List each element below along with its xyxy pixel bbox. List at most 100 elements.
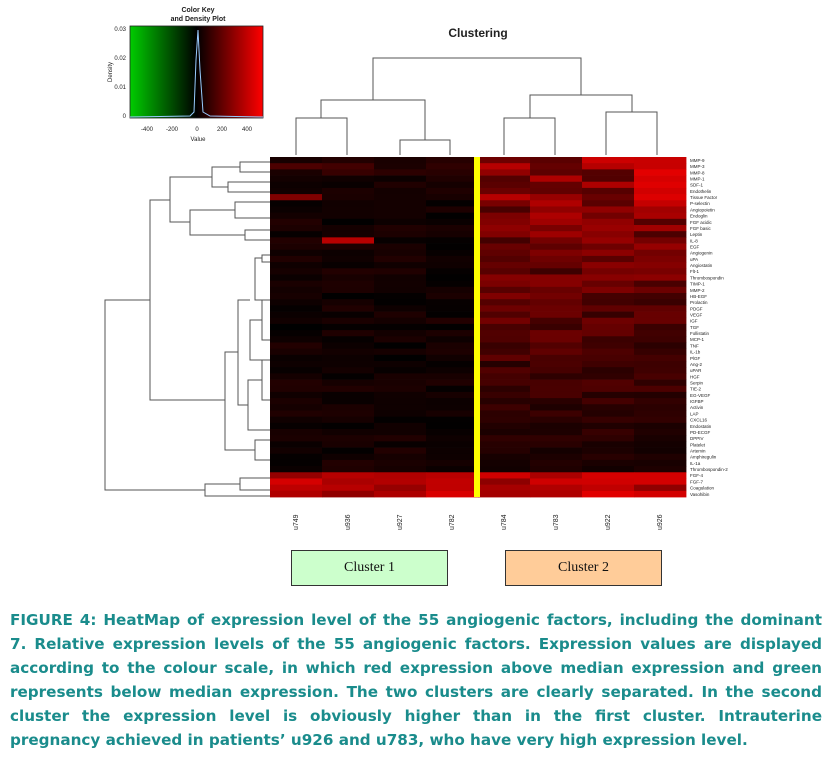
heatmap-cell [374, 249, 427, 257]
heatmap-cell [374, 435, 427, 442]
heatmap-cell [270, 163, 323, 170]
row-label: TGF [690, 325, 699, 330]
heatmap-cell [582, 348, 635, 356]
heatmap-cell [582, 330, 635, 337]
heatmap-cell [530, 348, 583, 356]
heatmap-cell [478, 181, 531, 189]
row-label: Coagulation [690, 486, 715, 491]
row-label: Amphiregulin [690, 455, 717, 460]
heatmap-cell [530, 459, 583, 467]
heatmap-cell [634, 441, 687, 448]
heatmap-cell [270, 459, 323, 467]
heatmap-cell [478, 194, 531, 201]
heatmap-cell [478, 175, 531, 183]
heatmap-cell [582, 169, 635, 176]
heatmap-cell [374, 348, 427, 356]
heatmap-cell [478, 169, 531, 176]
row-label: Follistatin [690, 331, 710, 336]
heatmap-cell [634, 311, 687, 319]
heatmap-cell [582, 459, 635, 467]
heatmap-cell [426, 354, 479, 362]
heatmap-cell [374, 225, 427, 232]
heatmap-cell [374, 478, 427, 486]
column-label: u926 [657, 514, 664, 530]
heatmap-cell [478, 472, 531, 479]
heatmap-cell [322, 262, 375, 269]
heatmap-cell [582, 200, 635, 207]
heatmap-cell [478, 206, 531, 214]
heatmap-cell [270, 441, 323, 448]
heatmap-cell [530, 157, 583, 164]
row-label: Angiopoietin [690, 207, 715, 212]
heatmap-cell [374, 194, 427, 201]
row-label: TNF [690, 343, 699, 348]
heatmap-cell [426, 206, 479, 214]
heatmap-cell [634, 243, 687, 251]
row-label: PD-ECGF [690, 430, 711, 435]
heatmap-cell [374, 410, 427, 418]
heatmap-cell [322, 373, 375, 380]
heatmap-cell [270, 429, 323, 436]
heatmap-cell [530, 200, 583, 207]
heatmap-cell [582, 354, 635, 362]
row-label: PDGF [690, 306, 703, 311]
heatmap-cell [374, 391, 427, 399]
heatmap-cell [582, 225, 635, 232]
heatmap-cell [270, 157, 323, 164]
row-label: Platelet [690, 442, 706, 447]
heatmap-cell [478, 225, 531, 232]
heatmap-cell [374, 330, 427, 337]
heatmap-cell [634, 435, 687, 442]
heatmap-cell [374, 231, 427, 238]
heatmap-cell [322, 459, 375, 467]
column-label: u749 [293, 514, 300, 530]
heatmap-cell [322, 311, 375, 319]
heatmap-cell [478, 416, 531, 424]
heatmap-cell [374, 466, 427, 473]
heatmap-cell [374, 305, 427, 312]
heatmap-cell [634, 237, 687, 244]
heatmap-cell [322, 490, 375, 498]
heatmap-cell [478, 367, 531, 374]
row-label: Endothelin [690, 189, 712, 194]
heatmap-cell [374, 157, 427, 164]
heatmap-cell [322, 169, 375, 176]
row-label: Flt-1 [690, 269, 699, 274]
heatmap-cell [582, 410, 635, 418]
row-label: HGF [690, 374, 700, 379]
heatmap-cell [582, 181, 635, 189]
heatmap-cell [426, 243, 479, 251]
heatmap-cell [478, 330, 531, 337]
heatmap-cell [270, 336, 323, 343]
row-label: EGF [690, 244, 700, 249]
row-label: PlGF [690, 356, 701, 361]
heatmap-cell [530, 262, 583, 269]
heatmap-cell [530, 175, 583, 183]
heatmap-cell [270, 323, 323, 331]
heatmap-cell [634, 453, 687, 461]
heatmap-cell [270, 169, 323, 176]
heatmap-cell [426, 194, 479, 201]
heatmap-cell [270, 379, 323, 387]
row-label: EG-VEGF [690, 393, 711, 398]
row-label: MMP-8 [690, 170, 705, 175]
heatmap-cell [270, 354, 323, 362]
heatmap-cell [478, 317, 531, 325]
heatmap-cell [322, 280, 375, 288]
heatmap-cell [322, 206, 375, 214]
heatmap-cell [270, 237, 323, 244]
heatmap-cell [582, 311, 635, 319]
heatmap-cell [530, 317, 583, 325]
heatmap-cell [374, 336, 427, 343]
heatmap-cell [530, 441, 583, 448]
heatmap-cell [530, 466, 583, 473]
heatmap-cell [634, 249, 687, 257]
heatmap-cell [374, 169, 427, 176]
heatmap-cell [478, 429, 531, 436]
heatmap-cell [634, 218, 687, 226]
heatmap-cell [374, 181, 427, 189]
heatmap-cell [530, 330, 583, 337]
heatmap-cell [530, 206, 583, 214]
row-label: DPPIV [690, 436, 704, 441]
heatmap-cell [634, 175, 687, 183]
